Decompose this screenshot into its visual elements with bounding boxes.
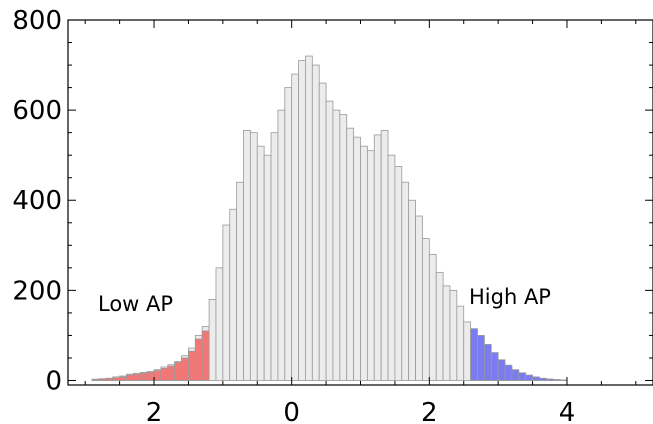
axis-ticks: 0 200 400 600 800 2 0 2 4	[12, 6, 653, 424]
histogram-bar	[449, 289, 458, 381]
low-ap-bar	[181, 357, 189, 381]
histogram-bar	[408, 199, 416, 381]
low-ap-bar	[91, 379, 100, 381]
histogram-bar	[270, 132, 279, 381]
high-ap-bar	[483, 344, 492, 381]
high-ap-bar	[525, 374, 533, 381]
x-tick-label: 4	[559, 398, 576, 424]
low-ap-bar	[160, 367, 169, 381]
histogram-bar	[305, 55, 313, 381]
low-ap-bar	[153, 370, 162, 381]
histogram-bar	[373, 134, 382, 381]
histogram-bar	[346, 127, 355, 381]
bars-low-ap	[91, 330, 210, 381]
high-ap-bar	[511, 369, 520, 381]
high-ap-bar	[470, 328, 478, 381]
histogram-bar	[415, 215, 423, 381]
histogram-bar	[298, 60, 306, 381]
low-ap-bar	[98, 378, 107, 381]
high-ap-bar	[497, 359, 506, 381]
low-ap-bar	[139, 372, 148, 381]
histogram-bar	[353, 136, 361, 381]
histogram-bar	[456, 305, 465, 381]
low-ap-label: Low AP	[98, 292, 173, 316]
high-ap-bar	[490, 352, 499, 381]
histogram-bar	[277, 109, 286, 381]
high-ap-bar	[539, 377, 547, 381]
x-tick-label: 0	[283, 398, 300, 424]
histogram-bar	[249, 132, 258, 381]
histogram-bar	[236, 181, 244, 381]
low-ap-bar	[112, 377, 121, 381]
high-ap-bar	[552, 379, 561, 381]
high-ap-bar	[532, 376, 540, 381]
histogram-bar	[442, 285, 451, 381]
histogram-bar	[311, 64, 320, 381]
histogram-bar	[435, 271, 444, 381]
histogram-bar	[360, 145, 368, 381]
histogram-bar	[256, 145, 265, 381]
bars-all	[91, 55, 568, 381]
histogram-bar	[428, 253, 437, 381]
low-ap-bar	[146, 371, 155, 381]
histogram-bar	[215, 267, 224, 381]
histogram-bar	[380, 129, 389, 381]
histogram-bar	[291, 73, 299, 381]
histogram-bar	[263, 154, 272, 381]
histogram-bar	[243, 129, 251, 381]
high-ap-bar	[504, 364, 513, 381]
y-tick-label: 400	[12, 186, 62, 216]
low-ap-bar	[105, 378, 114, 381]
histogram-bar	[387, 154, 396, 381]
low-ap-bar	[119, 376, 127, 381]
y-tick-label: 800	[12, 6, 62, 36]
y-tick-label: 0	[45, 366, 62, 396]
x-tick-label: 2	[421, 398, 438, 424]
low-ap-bar	[194, 338, 203, 381]
low-ap-bar	[167, 365, 176, 381]
low-ap-bar	[174, 362, 182, 381]
histogram-bar	[318, 82, 327, 381]
high-ap-bar	[545, 378, 554, 381]
histogram-bar	[394, 166, 403, 381]
y-tick-label: 600	[12, 96, 62, 126]
high-ap-bar	[518, 372, 527, 381]
histogram-bar	[229, 208, 238, 381]
histogram-bar	[325, 100, 334, 381]
low-ap-bar	[126, 374, 134, 381]
histogram-bar	[222, 224, 231, 381]
high-ap-bar	[477, 335, 485, 381]
histogram-bar	[401, 181, 410, 381]
histogram-bar	[463, 321, 472, 381]
histogram-bar	[339, 114, 348, 381]
histogram-bar	[422, 238, 430, 381]
y-tick-label: 200	[12, 276, 62, 306]
histogram-bar	[208, 298, 217, 381]
x-tick-label: 2	[146, 398, 163, 424]
histogram-bar	[332, 109, 341, 381]
low-ap-bar	[132, 373, 141, 381]
high-ap-label: High AP	[469, 285, 551, 309]
low-ap-bar	[188, 350, 196, 381]
bars-high-ap	[470, 328, 568, 381]
low-ap-bar	[201, 330, 210, 381]
histogram-bar	[366, 150, 375, 381]
histogram-bar	[284, 87, 293, 381]
